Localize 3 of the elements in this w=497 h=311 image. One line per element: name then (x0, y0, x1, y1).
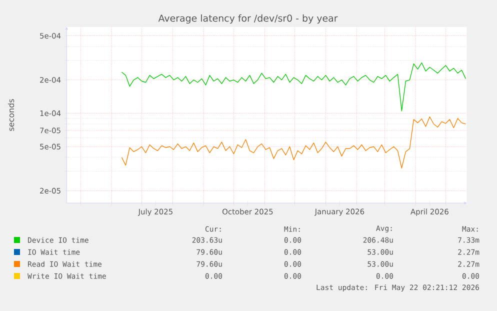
chart-title: Average latency for /dev/sr0 - by year (158, 14, 338, 24)
line-series (121, 62, 466, 112)
line-series (121, 116, 466, 168)
